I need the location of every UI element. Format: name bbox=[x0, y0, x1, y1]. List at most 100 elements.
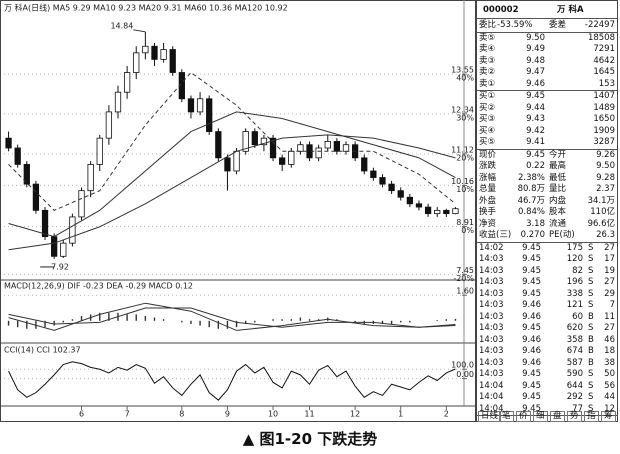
volume: 60 bbox=[572, 311, 583, 322]
label: 股本 bbox=[549, 207, 567, 217]
x-tick-label: 9 bbox=[225, 410, 230, 419]
volume: 587 bbox=[566, 357, 583, 368]
frame bbox=[0, 0, 476, 422]
candle-body bbox=[23, 164, 30, 185]
label: 涨跌 bbox=[479, 161, 497, 171]
tab[interactable]: 势 bbox=[567, 411, 582, 422]
volume: 196 bbox=[566, 277, 583, 287]
price: 9.46 bbox=[522, 311, 541, 322]
time: 14:02 bbox=[479, 242, 504, 253]
candle-body bbox=[69, 216, 76, 244]
tab[interactable]: 指 bbox=[584, 411, 599, 422]
candle-body bbox=[160, 49, 167, 60]
line-series bbox=[8, 111, 456, 238]
candle-body bbox=[288, 150, 295, 165]
x-tick-label: 1 bbox=[398, 410, 403, 419]
stock-name: 万 科A bbox=[557, 5, 584, 15]
volume: 77 bbox=[572, 403, 583, 414]
price: 9.45 bbox=[522, 265, 541, 276]
volume: 1909 bbox=[593, 125, 615, 136]
candle-body bbox=[142, 45, 149, 54]
side: S bbox=[588, 288, 594, 299]
count: 27 bbox=[604, 242, 615, 253]
caption: ▲ 图1-20 下跌走势 bbox=[242, 430, 378, 448]
candle-body bbox=[5, 137, 12, 149]
label: 收益(三) bbox=[479, 230, 512, 240]
value: 0.270 bbox=[520, 230, 545, 240]
volume: 3287 bbox=[593, 137, 615, 147]
tab[interactable]: 筹 bbox=[601, 411, 616, 422]
candle-body bbox=[415, 203, 423, 208]
candle-body bbox=[260, 137, 268, 146]
price: 9.45 bbox=[522, 403, 541, 414]
x-tick-label: 7 bbox=[125, 410, 130, 419]
volume: 153 bbox=[598, 78, 615, 89]
tab[interactable]: 盘 bbox=[550, 411, 565, 422]
separator bbox=[477, 241, 617, 243]
x-tick-label: 8 bbox=[179, 410, 184, 419]
line-series bbox=[8, 302, 456, 331]
volume: 175 bbox=[566, 242, 583, 253]
y-tick-label: 11.12 bbox=[451, 145, 474, 154]
candle-body bbox=[224, 157, 231, 172]
tab[interactable]: 细 bbox=[533, 411, 548, 422]
price: 9.49 bbox=[526, 44, 545, 54]
side: B bbox=[588, 334, 594, 345]
x-tick-label: 6 bbox=[79, 410, 84, 419]
tab[interactable]: 日线 bbox=[478, 411, 502, 422]
level: 卖① bbox=[479, 78, 496, 89]
volume: 358 bbox=[566, 334, 583, 345]
candle-body bbox=[96, 137, 103, 165]
volume: 338 bbox=[566, 288, 583, 299]
value: -53.59% bbox=[497, 20, 533, 30]
y-tick-label: 100.0 bbox=[451, 361, 474, 370]
side: S bbox=[588, 380, 594, 391]
volume: 1407 bbox=[593, 91, 615, 101]
level: 买⑤ bbox=[479, 137, 496, 147]
candle-body bbox=[443, 209, 450, 215]
side: S bbox=[588, 277, 594, 287]
volume: 4642 bbox=[593, 55, 615, 66]
side: S bbox=[588, 323, 594, 333]
side: S bbox=[588, 403, 594, 414]
count: 17 bbox=[604, 254, 615, 264]
price: 9.44 bbox=[526, 102, 545, 113]
cci-line bbox=[8, 361, 456, 401]
value: 2.37 bbox=[596, 184, 615, 194]
x-tick-label: 10 bbox=[268, 410, 278, 419]
annotation-arrow bbox=[133, 29, 146, 33]
count: 12 bbox=[604, 403, 615, 414]
volume: 644 bbox=[566, 380, 583, 391]
label: 换手 bbox=[479, 207, 497, 217]
candle-body bbox=[196, 98, 204, 113]
y-tick-note: 40% bbox=[456, 74, 474, 83]
time: 14:03 bbox=[479, 277, 504, 287]
price: 9.45 bbox=[522, 288, 541, 299]
candle-body bbox=[279, 157, 286, 165]
value: 9.50 bbox=[596, 161, 615, 171]
candle-body bbox=[251, 131, 258, 146]
price: 9.45 bbox=[522, 242, 541, 253]
y-tick-note: 10% bbox=[456, 185, 474, 194]
candle-body bbox=[60, 242, 67, 257]
candle-body bbox=[424, 206, 432, 215]
candle-body bbox=[434, 209, 441, 215]
stock-code: 000002 bbox=[483, 5, 519, 15]
candle-body bbox=[169, 49, 176, 73]
label: 净资 bbox=[479, 218, 497, 229]
volume: 18508 bbox=[587, 32, 615, 43]
tab[interactable]: 价 bbox=[516, 411, 531, 422]
time: 14:03 bbox=[479, 369, 504, 379]
side: S bbox=[588, 392, 594, 402]
volume: 1650 bbox=[593, 114, 615, 124]
count: 27 bbox=[604, 277, 615, 287]
chart: 万 科A(日线) MA5 9.29 MA10 9.23 MA20 9.31 MA… bbox=[0, 0, 476, 422]
y-tick-label: 0.00 bbox=[456, 370, 474, 379]
price: 9.43 bbox=[526, 114, 545, 124]
price: 9.45 bbox=[526, 91, 545, 101]
y-tick-note: 20% bbox=[456, 153, 474, 162]
y-tick-note: 30% bbox=[456, 113, 474, 122]
label: 外盘 bbox=[479, 195, 497, 206]
tab[interactable]: 笔 bbox=[499, 411, 514, 422]
